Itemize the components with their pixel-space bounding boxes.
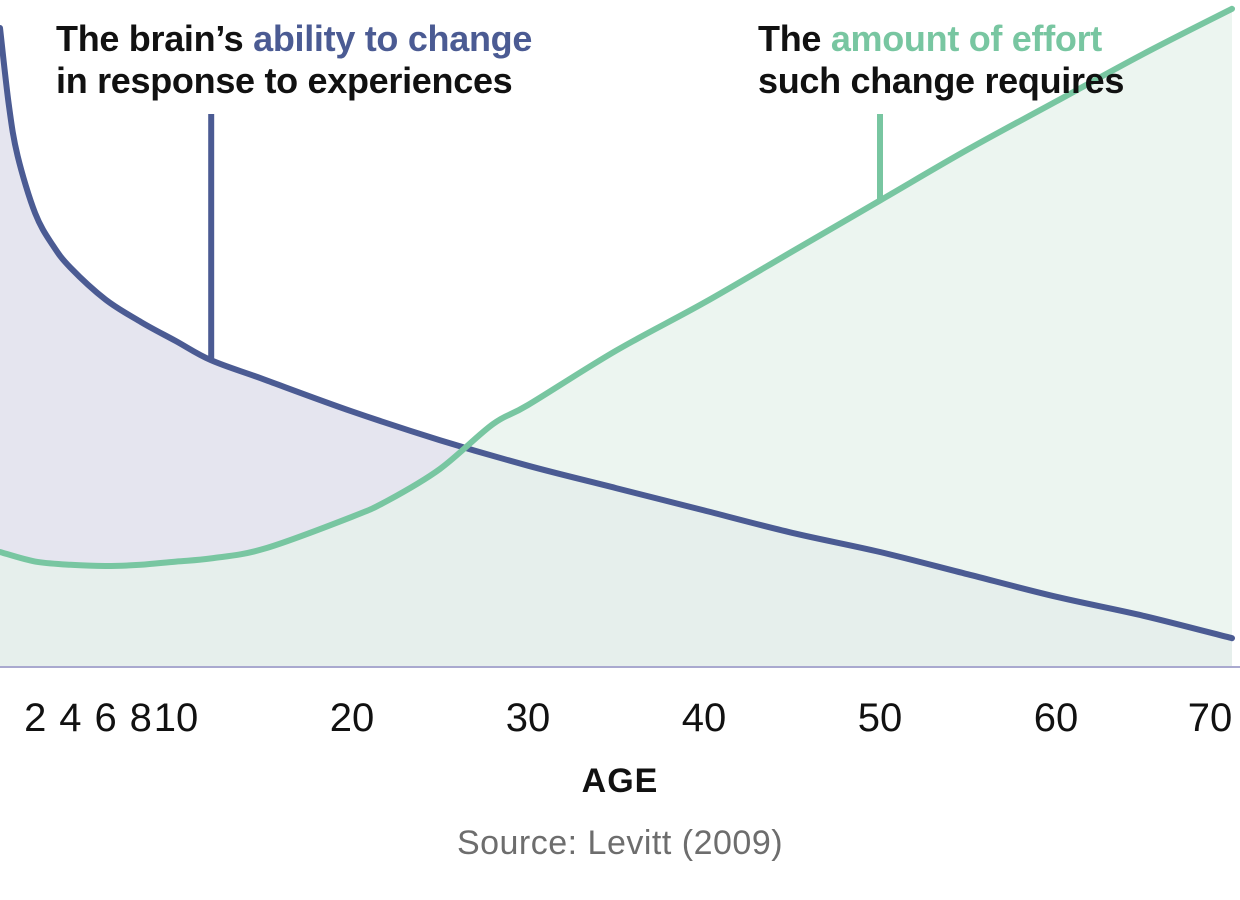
- series-fills: [0, 8, 1232, 668]
- x-tick-label: 4: [59, 696, 82, 740]
- x-tick-label: 8: [129, 696, 152, 740]
- annotation-ability-highlight: ability to change: [253, 18, 533, 59]
- annotation-effort-line1: The amount of effort: [758, 18, 1124, 60]
- series-lines: [0, 5, 1235, 642]
- x-tick-label: 30: [505, 696, 551, 740]
- annotation-ability-line2: in response to experiences: [56, 60, 513, 101]
- series-line-ability-to-change: [0, 25, 1235, 642]
- x-tick-label: 40: [681, 696, 727, 740]
- x-tick-label: 2: [24, 696, 47, 740]
- x-tick-label: 60: [1033, 696, 1079, 740]
- annotation-effort-line2: such change requires: [758, 60, 1125, 101]
- series-fill-amount-of-effort: [0, 8, 1232, 668]
- annotation-ability-line1: The brain’s ability to change: [56, 18, 532, 60]
- source-note: Source: Levitt (2009): [456, 824, 784, 862]
- annotation-leaders: [208, 114, 883, 361]
- annotation-effort-highlight: amount of effort: [830, 18, 1102, 59]
- x-tick-label: 20: [329, 696, 375, 740]
- x-tick-label: 50: [857, 696, 903, 740]
- annotation-effort-pre: The: [758, 18, 831, 59]
- x-tick-label: 70: [1187, 696, 1233, 740]
- annotation-effort: The amount of effort such change require…: [758, 18, 1124, 102]
- x-tick-label: 6: [94, 696, 117, 740]
- annotation-ability-pre: The brain’s: [56, 18, 254, 59]
- series-fill-ability-to-change: [0, 28, 1232, 667]
- x-axis-label: AGE: [581, 762, 659, 800]
- x-tick-label: 10: [153, 696, 199, 740]
- annotation-ability: The brain’s ability to change in respons…: [56, 18, 532, 102]
- series-line-amount-of-effort: [0, 5, 1235, 569]
